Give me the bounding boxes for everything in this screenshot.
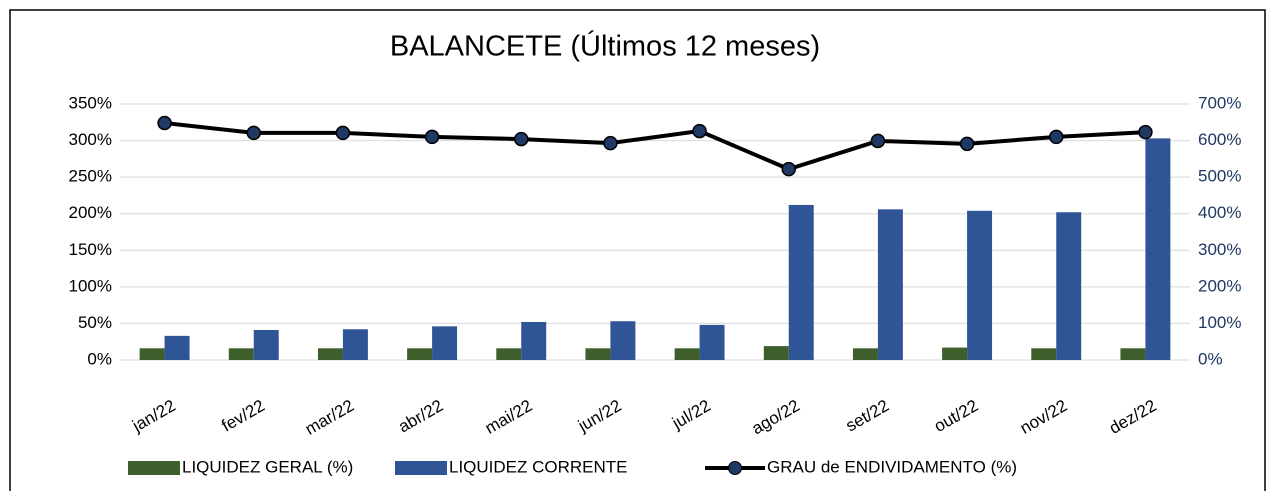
bar (942, 347, 968, 360)
bar (699, 324, 725, 360)
legend-swatch (128, 461, 180, 475)
y2-tick-label: 700% (1198, 93, 1241, 112)
y-tick-label: 50% (78, 313, 112, 332)
bar (521, 321, 547, 360)
bar (164, 335, 190, 360)
y2-tick-label: 600% (1198, 130, 1241, 149)
line-marker (1049, 129, 1064, 145)
line-marker (781, 161, 796, 177)
y-tick-label: 300% (69, 130, 112, 149)
bar (139, 348, 165, 360)
legend-label: LIQUIDEZ CORRENTE (449, 457, 628, 476)
legend-label: LIQUIDEZ GERAL (%) (182, 457, 353, 476)
bar (1145, 138, 1171, 360)
line-marker (692, 123, 707, 139)
legend-label: GRAU de ENDIVIDAMENTO (%) (767, 457, 1017, 476)
y2-tick-label: 500% (1198, 167, 1241, 186)
chart-title: BALANCETE (Últimos 12 meses) (390, 30, 820, 63)
line-marker (246, 125, 261, 141)
bar (585, 348, 611, 360)
bar (1031, 348, 1057, 360)
y-tick-label: 150% (69, 240, 112, 259)
bar (877, 209, 903, 360)
bar (317, 348, 343, 360)
y2-tick-label: 400% (1198, 203, 1241, 222)
y-tick-label: 250% (69, 167, 112, 186)
bar (342, 329, 368, 360)
legend-swatch (395, 461, 447, 475)
line-marker (603, 135, 618, 151)
y-tick-label: 100% (69, 276, 112, 295)
y2-tick-label: 100% (1198, 313, 1241, 332)
legend-marker (728, 461, 742, 475)
bar (788, 204, 814, 360)
bar (432, 326, 458, 360)
bar (253, 330, 279, 360)
bar (610, 321, 636, 360)
line-marker (335, 125, 351, 141)
bar (407, 348, 433, 360)
y-tick-label: 350% (69, 93, 112, 112)
bar (674, 348, 700, 360)
line-marker (870, 133, 886, 149)
bar (763, 346, 789, 360)
bar (1056, 212, 1082, 360)
bar (496, 348, 522, 360)
y-tick-label: 200% (69, 203, 112, 222)
bar (1120, 348, 1146, 360)
line-marker (1138, 124, 1153, 140)
y-tick-label: 0% (87, 349, 112, 368)
line-marker (157, 115, 172, 131)
bar (967, 210, 993, 360)
line-marker (514, 131, 529, 147)
y2-tick-label: 0% (1198, 349, 1223, 368)
line-marker (959, 136, 975, 152)
bar (228, 348, 254, 360)
y2-tick-label: 300% (1198, 240, 1241, 259)
bar (852, 348, 878, 360)
y2-tick-label: 200% (1198, 276, 1241, 295)
line (164, 121, 1146, 172)
line-marker (424, 129, 440, 145)
